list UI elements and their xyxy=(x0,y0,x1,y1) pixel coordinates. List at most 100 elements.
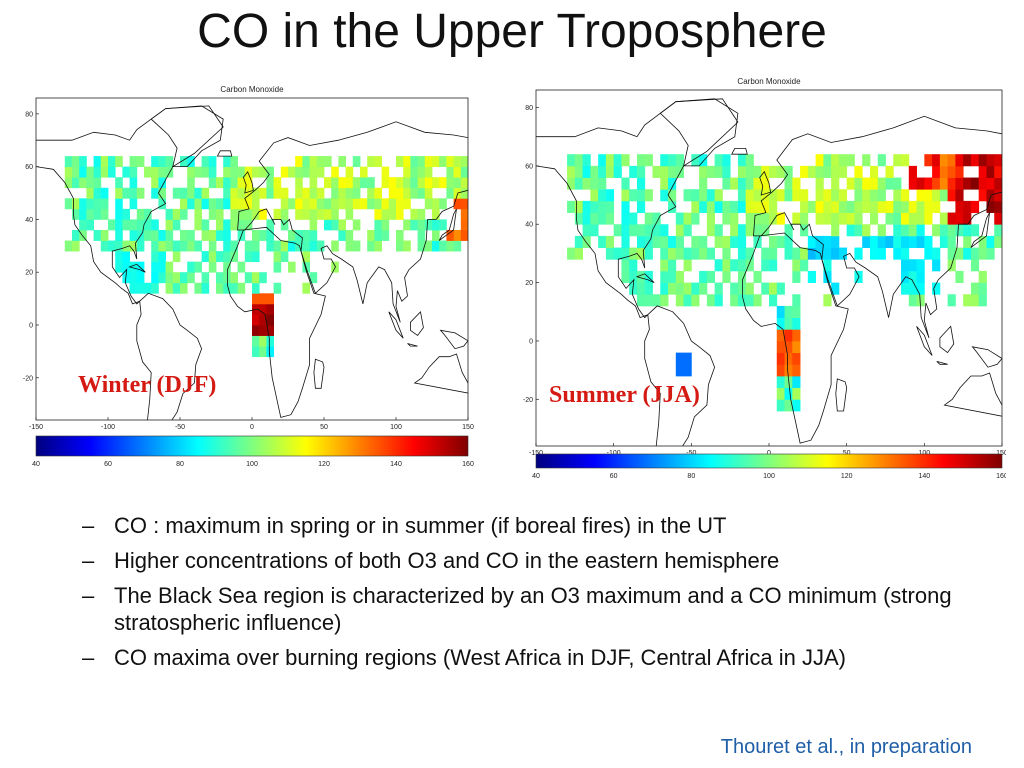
co-grid-cell xyxy=(885,212,894,225)
bullet-marker: – xyxy=(82,583,95,608)
co-grid-cell xyxy=(424,198,433,210)
list-item: – CO : maximum in spring or in summer (i… xyxy=(82,512,992,539)
co-grid-cell xyxy=(893,235,902,248)
co-grid-cell xyxy=(986,200,995,213)
co-grid-cell xyxy=(706,224,716,237)
co-grid-cell xyxy=(605,165,615,178)
co-grid-cell xyxy=(722,212,731,225)
co-grid-cell xyxy=(699,282,708,295)
co-grid-cell xyxy=(939,224,949,237)
co-grid-cell xyxy=(237,208,246,220)
co-grid-cell xyxy=(316,198,325,210)
colorbar-tick-label: 80 xyxy=(687,473,695,480)
co-grid-cell xyxy=(598,177,607,190)
co-grid-cell xyxy=(644,294,653,307)
co-grid-cell xyxy=(266,324,274,336)
co-grid-cell xyxy=(675,352,684,365)
co-grid-cell xyxy=(122,166,130,178)
co-grid-cell xyxy=(668,189,677,202)
co-grid-cell xyxy=(432,219,440,231)
co-grid-cell xyxy=(151,219,159,231)
co-grid-cell xyxy=(831,165,840,178)
co-grid-cell xyxy=(668,165,677,178)
co-grid-cell xyxy=(986,235,995,248)
colorbar-tick-label: 100 xyxy=(246,461,258,468)
coastline xyxy=(216,150,233,157)
co-grid-cell xyxy=(324,156,332,168)
co-grid-cell xyxy=(636,177,646,190)
co-grid-cell xyxy=(963,154,972,167)
co-grid-cell xyxy=(823,259,832,272)
co-grid-cell xyxy=(453,166,462,178)
co-grid-cell xyxy=(776,375,785,389)
co-grid-cell xyxy=(252,208,260,220)
co-grid-cell xyxy=(259,293,267,305)
co-grid-cell xyxy=(79,198,87,210)
co-grid-cell xyxy=(932,200,941,213)
co-grid-cell xyxy=(439,156,447,168)
co-grid-cell xyxy=(352,156,361,168)
co-grid-cell xyxy=(338,219,346,231)
co-grid-cell xyxy=(172,272,181,284)
co-grid-cell xyxy=(660,294,669,307)
co-grid-cell xyxy=(302,156,310,168)
co-grid-cell xyxy=(932,247,941,260)
lon-tick-label: -100 xyxy=(607,450,621,457)
co-grid-cell xyxy=(986,247,995,260)
co-grid-cell xyxy=(831,224,840,237)
co-grid-cell xyxy=(432,156,440,168)
co-grid-cell xyxy=(916,200,925,213)
co-grid-cell xyxy=(374,208,382,220)
co-grid-cell xyxy=(745,224,754,237)
co-grid-cell xyxy=(636,165,646,178)
co-grid-cell xyxy=(691,247,700,260)
co-grid-cell xyxy=(784,399,793,412)
co-grid-cell xyxy=(730,282,739,295)
co-grid-cell xyxy=(792,189,801,202)
season-label-summer: Summer (JJA) xyxy=(549,382,700,408)
co-grid-cell xyxy=(714,154,723,167)
co-grid-cell xyxy=(64,240,73,252)
co-grid-cell xyxy=(761,224,770,237)
co-grid-cell xyxy=(86,187,94,199)
co-grid-cell xyxy=(360,166,368,178)
co-grid-cell xyxy=(403,166,411,178)
co-grid-cell xyxy=(660,189,669,202)
co-grid-cell xyxy=(924,212,933,225)
co-grid-cell xyxy=(699,200,708,213)
co-grid-cell xyxy=(115,177,123,189)
co-grid-cell xyxy=(345,177,354,189)
co-grid-cell xyxy=(223,177,231,189)
co-grid-cell xyxy=(621,259,630,272)
co-grid-cell xyxy=(129,156,138,168)
co-grid-cell xyxy=(691,212,700,225)
lon-tick-label: -50 xyxy=(686,450,696,457)
co-grid-cell xyxy=(64,156,73,168)
co-grid-cell xyxy=(201,251,210,263)
co-grid-cell xyxy=(668,259,677,272)
co-grid-cell xyxy=(939,189,949,202)
co-grid-cell xyxy=(691,282,700,295)
co-grid-cell xyxy=(151,166,159,178)
co-grid-cell xyxy=(324,198,332,210)
co-grid-cell xyxy=(259,335,267,347)
co-grid-cell xyxy=(792,259,801,272)
co-grid-cell xyxy=(223,187,231,199)
co-grid-cell xyxy=(784,235,793,248)
co-grid-cell xyxy=(629,189,638,202)
co-grid-cell xyxy=(144,208,152,220)
co-grid-cell xyxy=(901,235,910,248)
co-grid-cell xyxy=(831,177,840,190)
co-grid-cell xyxy=(644,270,653,283)
co-grid-cell xyxy=(72,240,80,252)
list-item: – Higher concentrations of both O3 and C… xyxy=(82,547,992,574)
lon-tick-label: 100 xyxy=(390,424,402,431)
co-grid-cell xyxy=(800,200,809,213)
co-grid-cell xyxy=(136,208,145,220)
co-grid-cell xyxy=(86,198,94,210)
co-grid-cell xyxy=(869,165,879,178)
co-grid-cell xyxy=(331,187,339,199)
co-grid-cell xyxy=(72,177,80,189)
bullet-text: The Black Sea region is characterized by… xyxy=(114,583,952,635)
co-grid-cell xyxy=(266,346,274,358)
